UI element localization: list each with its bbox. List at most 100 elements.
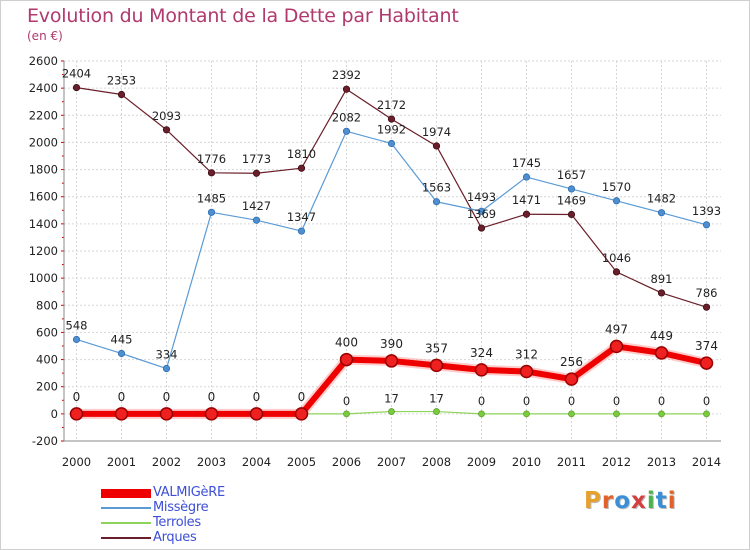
data-label: 324 — [470, 346, 493, 360]
data-label: 400 — [335, 336, 358, 350]
data-point — [117, 90, 126, 99]
data-point — [612, 197, 621, 205]
data-point — [658, 410, 665, 418]
x-tick-label: 2003 — [197, 455, 226, 469]
data-point — [657, 209, 666, 217]
data-label: 0 — [703, 394, 710, 408]
data-point — [114, 407, 129, 421]
data-point — [703, 410, 710, 418]
data-label: 256 — [560, 355, 583, 369]
data-point — [567, 185, 576, 193]
data-label: 1427 — [242, 199, 271, 213]
y-tick-label: 2200 — [29, 108, 58, 122]
legend-swatch — [101, 507, 151, 509]
data-point — [252, 216, 261, 224]
data-point — [297, 227, 306, 235]
data-point — [613, 410, 620, 418]
data-point — [699, 356, 714, 370]
x-tick-label: 2000 — [62, 455, 91, 469]
data-point — [342, 127, 351, 135]
axes — [61, 60, 721, 442]
x-tick-label: 2009 — [467, 455, 496, 469]
data-label: 1992 — [377, 123, 406, 137]
y-tick-label: 1400 — [29, 217, 58, 231]
data-label: 17 — [384, 392, 399, 406]
y-tick-label: 0 — [51, 407, 58, 421]
data-label: 449 — [650, 329, 673, 343]
data-point — [523, 410, 530, 418]
data-label: 1482 — [647, 192, 676, 206]
x-tick-label: 2011 — [557, 455, 586, 469]
data-point — [204, 407, 219, 421]
x-tick-label: 2002 — [152, 455, 181, 469]
data-label: 786 — [696, 286, 718, 300]
data-point — [207, 208, 216, 216]
y-tick-label: 400 — [36, 353, 58, 367]
data-label: 1347 — [287, 210, 316, 224]
legend-swatch — [101, 537, 151, 539]
y-tick-label: 2000 — [29, 135, 58, 149]
data-point — [519, 364, 534, 379]
data-label: 0 — [613, 394, 620, 408]
y-tick-label: -200 — [32, 434, 58, 448]
data-label: 1776 — [197, 152, 226, 166]
data-label: 891 — [651, 272, 673, 286]
data-point — [339, 352, 354, 367]
legend-label: Arques — [153, 530, 197, 545]
data-point — [384, 354, 399, 368]
data-label: 1369 — [467, 207, 496, 221]
data-point — [433, 408, 440, 415]
data-label: 1485 — [197, 191, 226, 205]
data-point — [252, 169, 261, 177]
x-tick-label: 2005 — [287, 455, 316, 469]
data-label: 1493 — [467, 190, 496, 204]
y-tick-label: 1800 — [29, 163, 58, 177]
data-point — [69, 407, 84, 421]
series-points — [69, 84, 714, 421]
data-point — [207, 169, 216, 177]
data-label: 497 — [605, 322, 628, 336]
data-labels: 2404 2353 2093 1776 1773 1810 2392 2172 1974 1369… — [62, 67, 721, 408]
data-label: 0 — [478, 394, 485, 408]
data-point — [387, 115, 396, 123]
data-point — [654, 346, 669, 360]
data-point — [432, 142, 441, 150]
x-tick-label: 2006 — [332, 455, 361, 469]
data-point — [388, 408, 395, 415]
data-label: 0 — [118, 390, 126, 404]
proxiti-logo: Proxiti — [584, 488, 677, 514]
data-label: 2172 — [377, 98, 406, 112]
x-tick-label: 2004 — [242, 455, 271, 469]
data-point — [117, 349, 126, 358]
chart-unit: (en €) — [27, 29, 63, 43]
data-label: 445 — [111, 332, 133, 346]
data-point — [162, 364, 171, 373]
data-label: 0 — [298, 390, 306, 404]
data-label: 1046 — [602, 251, 631, 265]
data-label: 1974 — [422, 125, 451, 139]
data-point — [657, 289, 666, 297]
data-label: 0 — [523, 394, 530, 408]
data-label: 390 — [380, 337, 403, 351]
data-label: 374 — [695, 339, 718, 353]
data-point — [72, 84, 81, 92]
data-label: 1471 — [512, 193, 541, 207]
x-tick-label: 2008 — [422, 455, 451, 469]
data-label: 312 — [515, 348, 538, 362]
data-label: 0 — [73, 390, 81, 404]
chart-title: Evolution du Montant de la Dette par Hab… — [27, 5, 459, 27]
data-label: 0 — [208, 390, 216, 404]
data-point — [477, 224, 486, 232]
data-label: 1469 — [557, 193, 586, 207]
legend-label: Terroles — [153, 515, 201, 530]
x-tick-label: 2012 — [602, 455, 631, 469]
data-point — [343, 410, 350, 418]
data-point — [568, 410, 575, 418]
y-tick-label: 2400 — [29, 81, 58, 95]
data-point — [387, 139, 396, 148]
data-point — [522, 210, 531, 218]
data-point — [429, 358, 444, 373]
data-point — [567, 210, 576, 219]
data-point — [474, 363, 489, 377]
